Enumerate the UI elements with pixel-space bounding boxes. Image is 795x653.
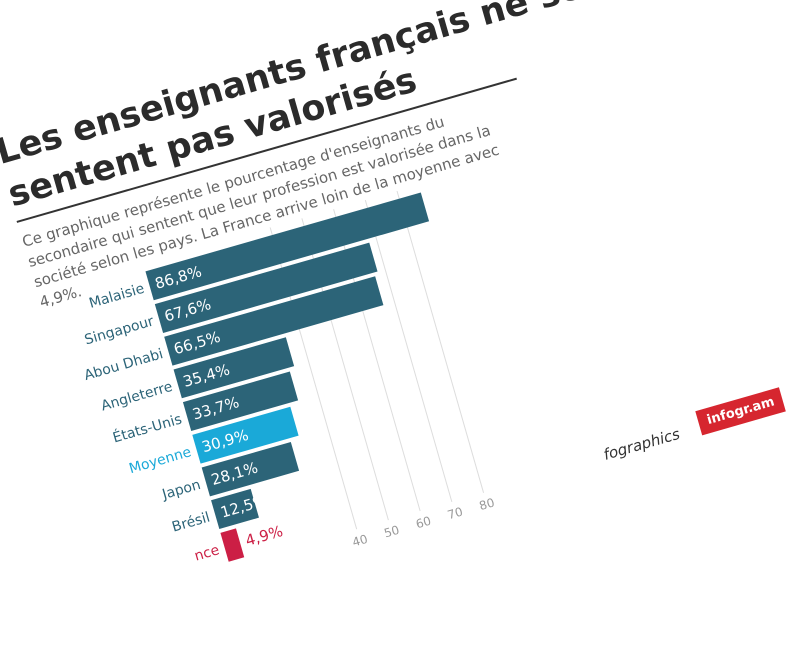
category-label-8: nce bbox=[193, 542, 222, 564]
bar-2 bbox=[164, 276, 384, 366]
bar-chart: 86,8%67,6%66,5%35,4%33,7%30,9%28,1%12,5%… bbox=[82, 190, 496, 565]
bars: 86,8%67,6%66,5%35,4%33,7%30,9%28,1%12,5%… bbox=[145, 192, 430, 562]
bar-value-label-8: 4,9% bbox=[243, 522, 285, 550]
category-label-4: États-Unis bbox=[111, 411, 184, 447]
bar-1 bbox=[154, 242, 378, 333]
bar-5 bbox=[192, 406, 299, 464]
grid-line-70 bbox=[364, 199, 453, 503]
category-label-1: Singapour bbox=[83, 313, 156, 348]
grid-line-80 bbox=[396, 190, 485, 493]
bar-8 bbox=[220, 528, 245, 562]
bar-4 bbox=[182, 371, 299, 431]
category-label-2: Abou Dhabi bbox=[82, 346, 165, 384]
x-axis-ticks: 40 50 60 70 80 bbox=[351, 496, 496, 550]
tick-label-50: 50 bbox=[382, 523, 401, 541]
category-label-6: Japon bbox=[160, 477, 203, 503]
tick-label-80: 80 bbox=[478, 496, 497, 514]
bar-3 bbox=[173, 337, 295, 399]
category-label-5: Moyenne bbox=[127, 444, 193, 477]
tick-label-40: 40 bbox=[351, 532, 370, 550]
bar-6 bbox=[201, 441, 300, 497]
category-label-0: Malaisie bbox=[87, 281, 146, 312]
bar-7 bbox=[211, 488, 259, 530]
category-label-3: Angleterre bbox=[99, 379, 174, 415]
tick-label-60: 60 bbox=[414, 514, 433, 532]
tick-label-70: 70 bbox=[446, 505, 465, 523]
bar-0 bbox=[145, 192, 430, 301]
category-label-7: Brésil bbox=[170, 510, 212, 536]
